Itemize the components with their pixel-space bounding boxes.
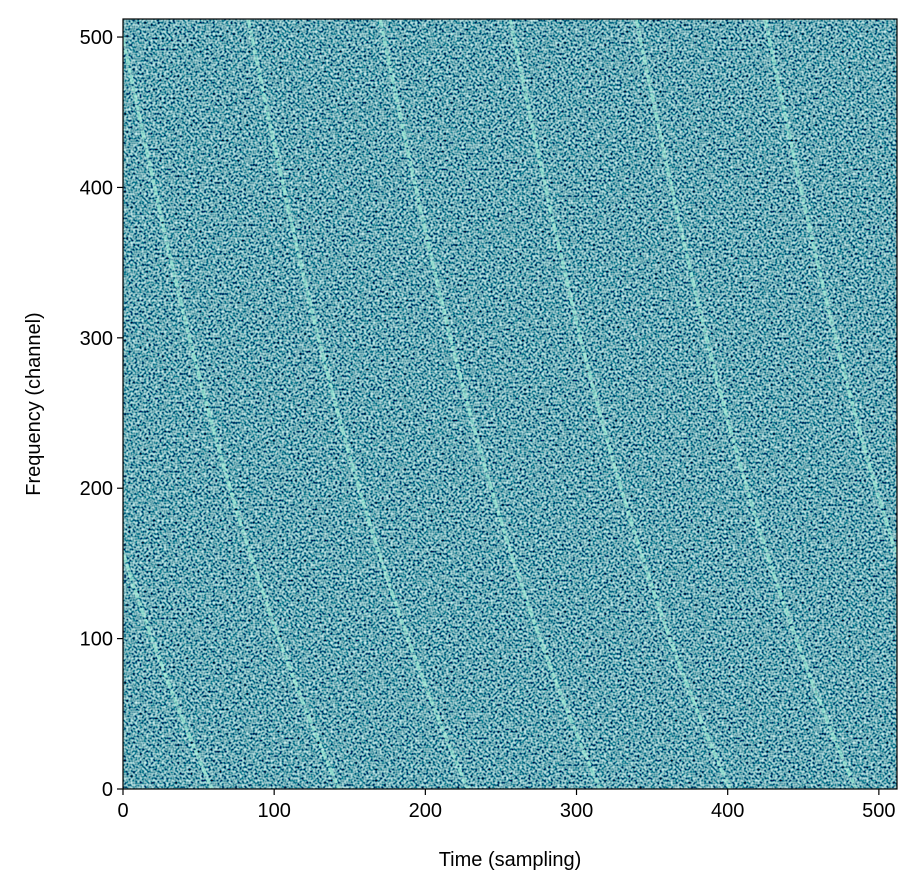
x-tick-label: 0 bbox=[117, 800, 128, 822]
pulse-sweep bbox=[123, 29, 341, 789]
x-axis-label: Time (sampling) bbox=[439, 849, 582, 871]
pulses bbox=[123, 19, 897, 789]
y-tick-label: 400 bbox=[80, 177, 113, 199]
pulse-sweep bbox=[634, 19, 858, 789]
x-tick-label: 500 bbox=[862, 800, 895, 822]
x-tick-label: 100 bbox=[257, 800, 290, 822]
y-tick-label: 200 bbox=[80, 478, 113, 500]
y-tick-label: 500 bbox=[80, 27, 113, 49]
plot-frame bbox=[122, 18, 898, 790]
axes: 0 100 200 300 400 500 0 100 200 300 400 500 bbox=[80, 27, 896, 822]
y-tick-label: 0 bbox=[102, 779, 113, 801]
heatmap-noise bbox=[123, 19, 897, 789]
x-tick-label: 400 bbox=[711, 800, 744, 822]
x-tick-label: 300 bbox=[560, 800, 593, 822]
pulse-sweep bbox=[378, 19, 602, 789]
y-tick-label: 100 bbox=[80, 629, 113, 651]
y-tick-label: 300 bbox=[80, 328, 113, 350]
pulse-sweep bbox=[508, 19, 732, 789]
pulse-sweep bbox=[246, 19, 470, 789]
heatmap bbox=[123, 19, 897, 789]
x-tick-label: 200 bbox=[409, 800, 442, 822]
pulse-sweep bbox=[763, 19, 897, 562]
y-axis-label: Frequency (channel) bbox=[23, 312, 45, 495]
